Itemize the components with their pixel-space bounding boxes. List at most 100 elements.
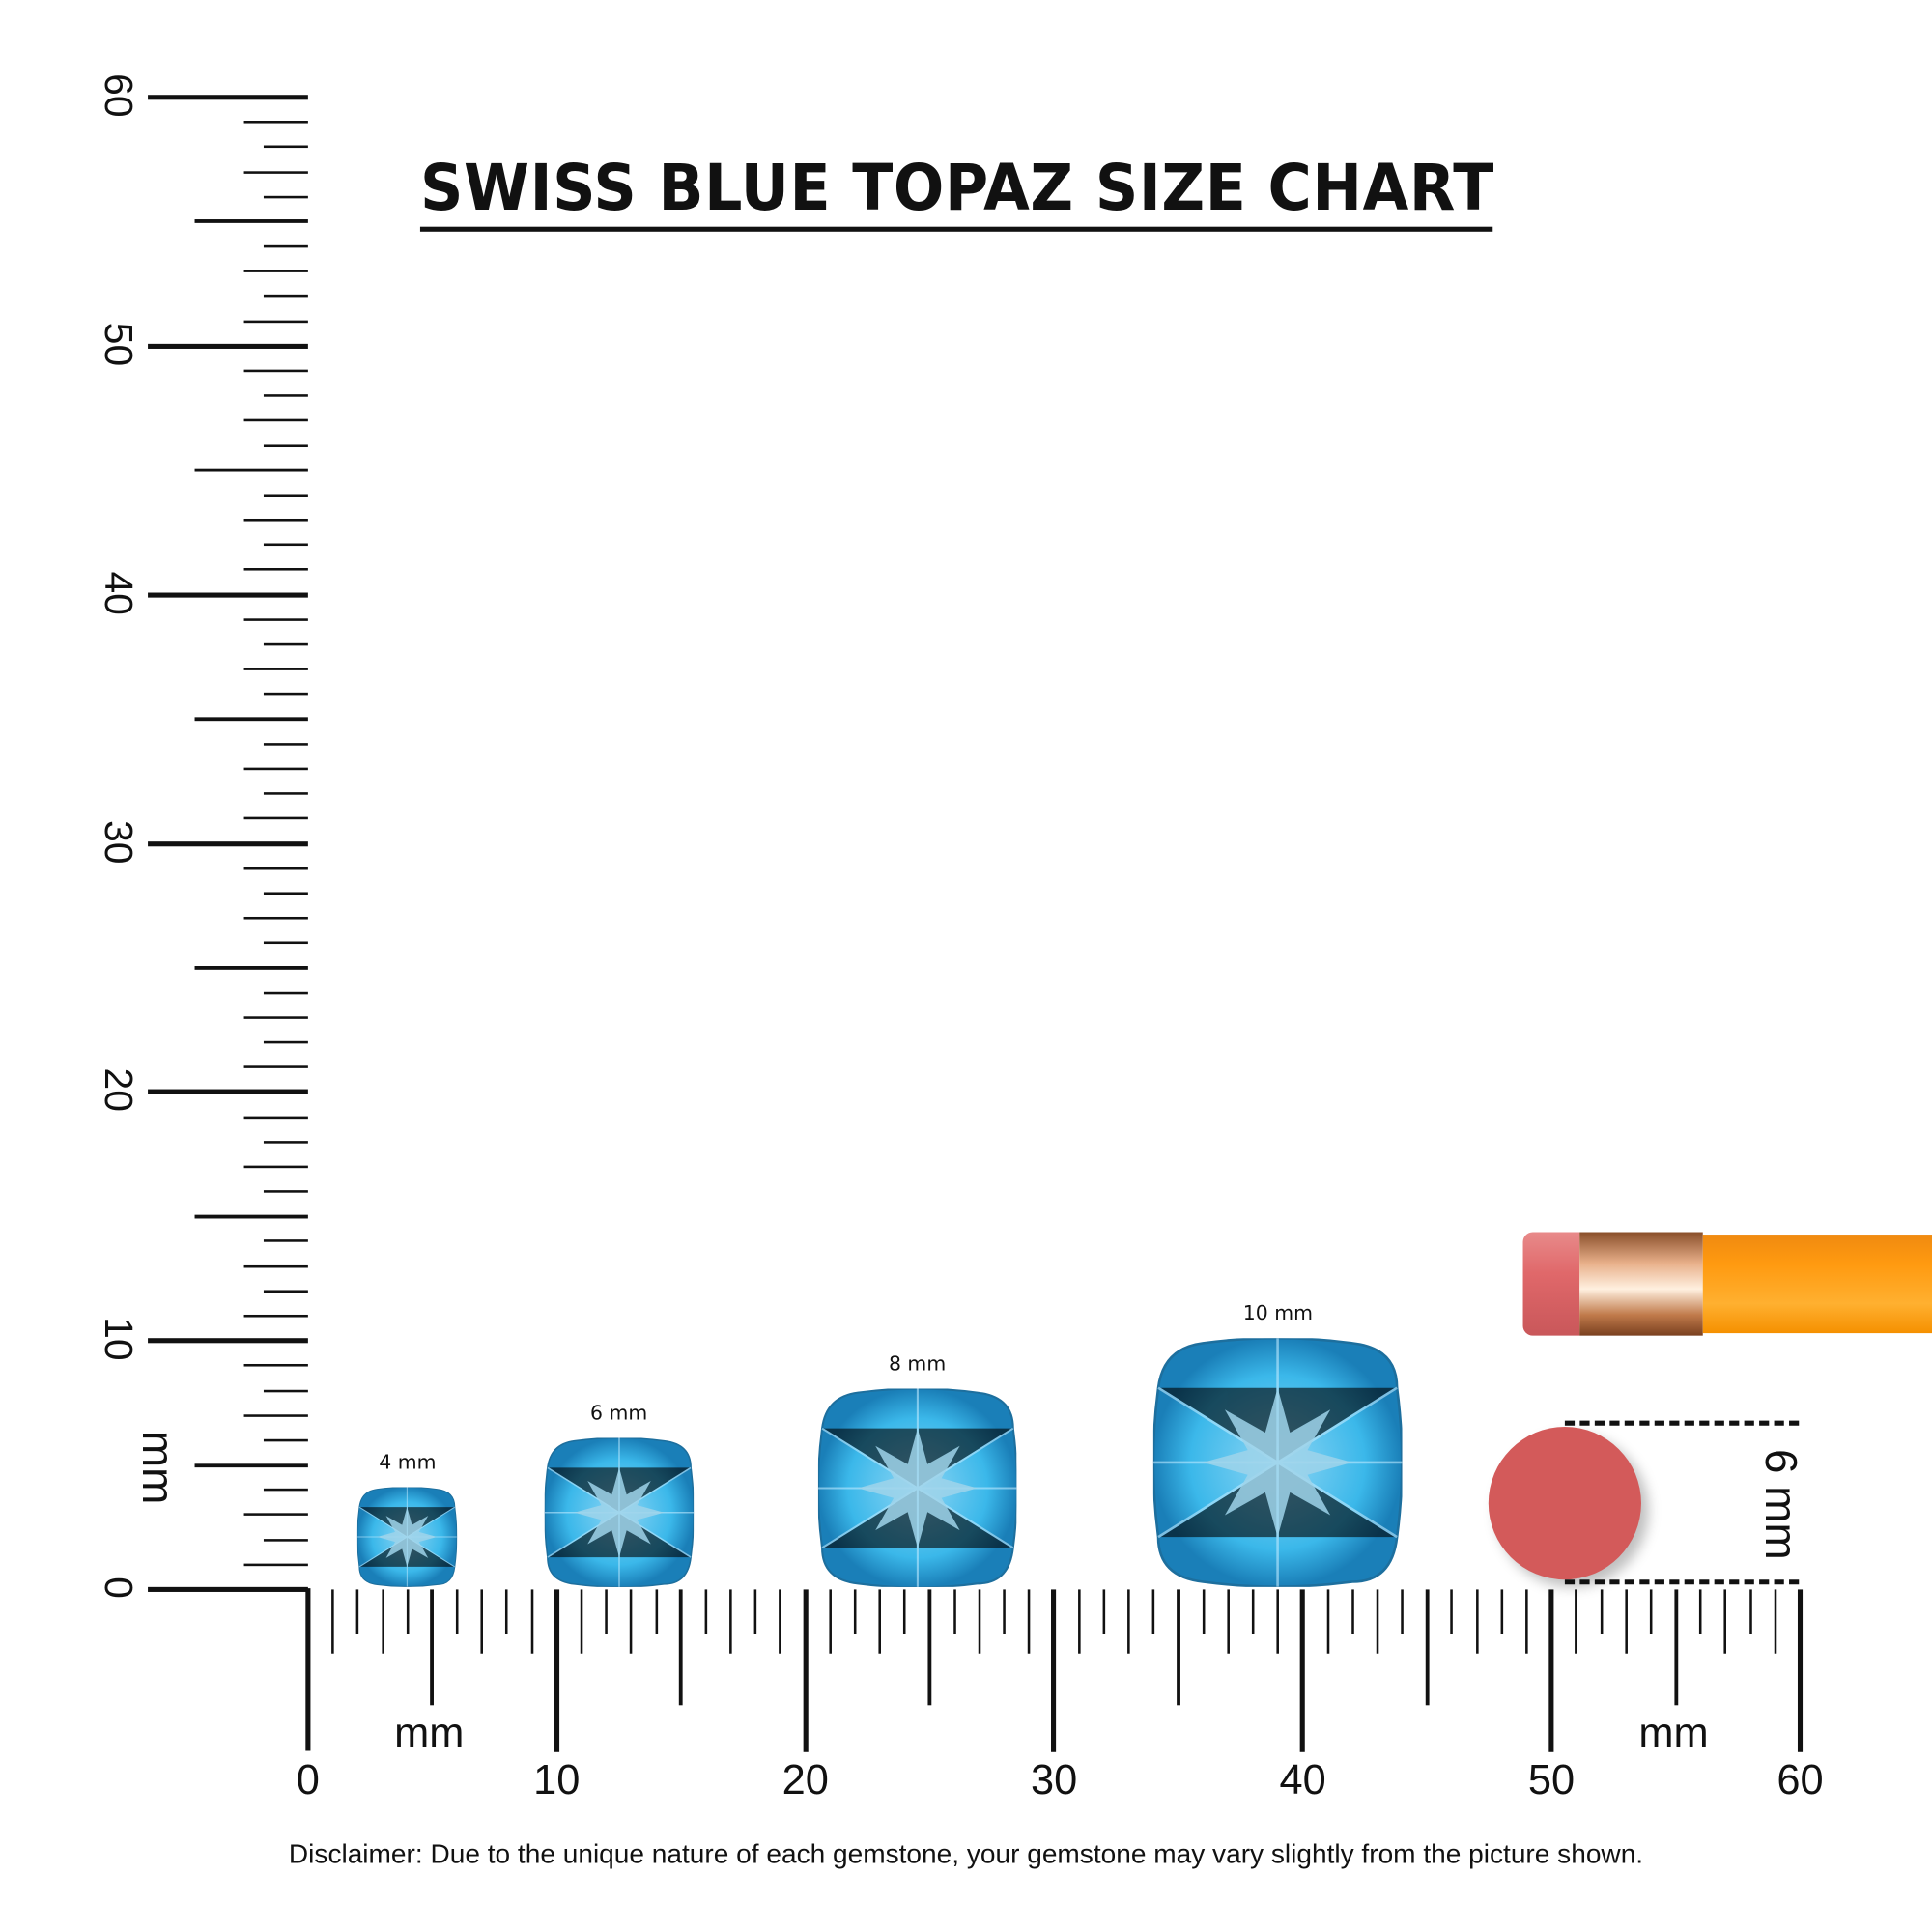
gem-size-label: 10 mm	[1242, 1301, 1313, 1325]
ruler-tick	[456, 1589, 459, 1634]
ruler-tick	[331, 1589, 334, 1654]
ruler-tick	[480, 1589, 484, 1654]
ruler-tick	[1028, 1589, 1031, 1654]
ruler-tick	[263, 1489, 308, 1492]
ruler-tick	[148, 592, 308, 598]
ruler-tick	[1748, 1589, 1752, 1634]
ruler-tick	[1575, 1589, 1578, 1654]
ruler-tick	[194, 1214, 308, 1219]
horizontal-tick-label: 50	[1527, 1756, 1576, 1804]
ruler-tick	[753, 1589, 757, 1634]
ruler-tick	[263, 892, 308, 895]
horizontal-unit-label-right: mm	[1638, 1710, 1709, 1757]
ruler-tick	[263, 792, 308, 795]
ruler-tick	[853, 1589, 857, 1634]
pencil-ferrule	[1579, 1232, 1703, 1336]
ruler-tick	[194, 965, 308, 970]
horizontal-tick-label: 40	[1279, 1756, 1326, 1804]
ruler-tick	[406, 1589, 410, 1634]
ruler-tick	[1548, 1589, 1554, 1752]
vertical-unit-label: mm	[132, 1430, 185, 1505]
vertical-tick-label: 30	[97, 819, 142, 864]
ruler-tick	[1673, 1589, 1678, 1706]
ruler-tick	[148, 1338, 308, 1344]
ruler-tick	[148, 840, 308, 846]
horizontal-tick-label: 60	[1776, 1756, 1824, 1804]
ruler-tick	[263, 1389, 308, 1392]
ruler-tick	[194, 1463, 308, 1467]
ruler-tick	[654, 1589, 658, 1634]
ruler-tick	[263, 1140, 308, 1144]
ruler-tick	[263, 295, 308, 298]
ruler-tick	[194, 717, 308, 722]
ruler-tick	[1127, 1589, 1130, 1654]
ruler-tick	[1525, 1589, 1528, 1654]
ruler-tick	[1425, 1589, 1430, 1706]
eraser-size-label: 6 mm	[1755, 1448, 1806, 1560]
ruler-tick	[263, 394, 308, 397]
ruler-tick	[263, 1538, 308, 1542]
ruler-tick	[243, 1065, 308, 1069]
chart-title: SWISS BLUE TOPAZ SIZE CHART	[419, 151, 1493, 232]
ruler-tick	[1202, 1589, 1205, 1634]
gem-cushion-4mm	[357, 1487, 458, 1587]
ruler-tick	[243, 1563, 308, 1566]
ruler-tick	[580, 1589, 583, 1654]
ruler-tick	[952, 1589, 956, 1634]
ruler-tick	[263, 494, 308, 497]
dashed-line-bottom	[1564, 1579, 1800, 1585]
ruler-tick	[1003, 1589, 1006, 1634]
ruler-tick	[530, 1589, 533, 1654]
ruler-tick	[878, 1589, 882, 1654]
ruler-tick	[630, 1589, 633, 1654]
ruler-tick	[1077, 1589, 1081, 1654]
ruler-tick	[263, 443, 308, 447]
ruler-tick	[263, 693, 308, 696]
pencil-eraser	[1522, 1232, 1580, 1336]
ruler-tick	[1176, 1589, 1180, 1706]
ruler-tick	[263, 145, 308, 149]
disclaimer: Disclaimer: Due to the unique nature of …	[288, 1838, 1644, 1869]
ruler-tick	[243, 867, 308, 870]
ruler-tick	[1051, 1589, 1057, 1752]
ruler-tick	[243, 817, 308, 820]
ruler-tick	[194, 469, 308, 472]
ruler-tick	[829, 1589, 832, 1654]
ruler-tick	[1227, 1589, 1230, 1654]
ruler-tick	[729, 1589, 732, 1654]
ruler-tick	[263, 244, 308, 248]
ruler-tick	[243, 519, 308, 522]
ruler-tick	[430, 1589, 435, 1706]
ruler-tick	[1151, 1589, 1155, 1634]
ruler-tick	[381, 1589, 384, 1654]
ruler-tick	[243, 767, 308, 771]
ruler-tick	[1376, 1589, 1379, 1654]
ruler-tick	[243, 1016, 308, 1019]
eraser-reference-circle	[1488, 1427, 1641, 1580]
ruler-tick	[243, 1314, 308, 1318]
ruler-tick	[263, 991, 308, 994]
ruler-tick	[263, 195, 308, 199]
ruler-tick	[243, 320, 308, 323]
ruler-tick	[605, 1589, 609, 1634]
ruler-tick	[148, 1586, 308, 1592]
gem-size-label: 8 mm	[888, 1350, 947, 1375]
ruler-tick	[263, 1438, 308, 1442]
ruler-tick	[704, 1589, 708, 1634]
ruler-tick	[263, 1290, 308, 1293]
gem-cushion-10mm	[1153, 1338, 1403, 1587]
vertical-tick-label: 50	[97, 322, 142, 367]
ruler-tick	[1475, 1589, 1479, 1654]
ruler-tick	[263, 1190, 308, 1193]
ruler-tick	[1300, 1589, 1306, 1752]
ruler-tick	[243, 1165, 308, 1169]
gem-size-label: 4 mm	[379, 1450, 437, 1474]
ruler-tick	[1797, 1589, 1804, 1752]
ruler-tick	[356, 1589, 359, 1634]
ruler-tick	[194, 219, 308, 224]
ruler-tick	[1102, 1589, 1105, 1634]
horizontal-tick-label: 10	[533, 1756, 581, 1804]
ruler-tick	[1350, 1589, 1354, 1634]
ruler-tick	[263, 1239, 308, 1243]
ruler-tick	[1699, 1589, 1702, 1634]
